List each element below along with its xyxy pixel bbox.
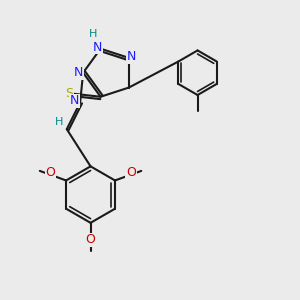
Text: N: N: [93, 41, 102, 54]
Text: N: N: [70, 94, 79, 107]
Text: N: N: [127, 50, 136, 63]
Text: N: N: [74, 66, 83, 79]
Text: O: O: [126, 166, 136, 179]
Text: S: S: [65, 87, 74, 100]
Text: H: H: [55, 117, 64, 127]
Text: O: O: [45, 166, 55, 179]
Text: H: H: [89, 29, 97, 39]
Text: O: O: [85, 233, 95, 246]
